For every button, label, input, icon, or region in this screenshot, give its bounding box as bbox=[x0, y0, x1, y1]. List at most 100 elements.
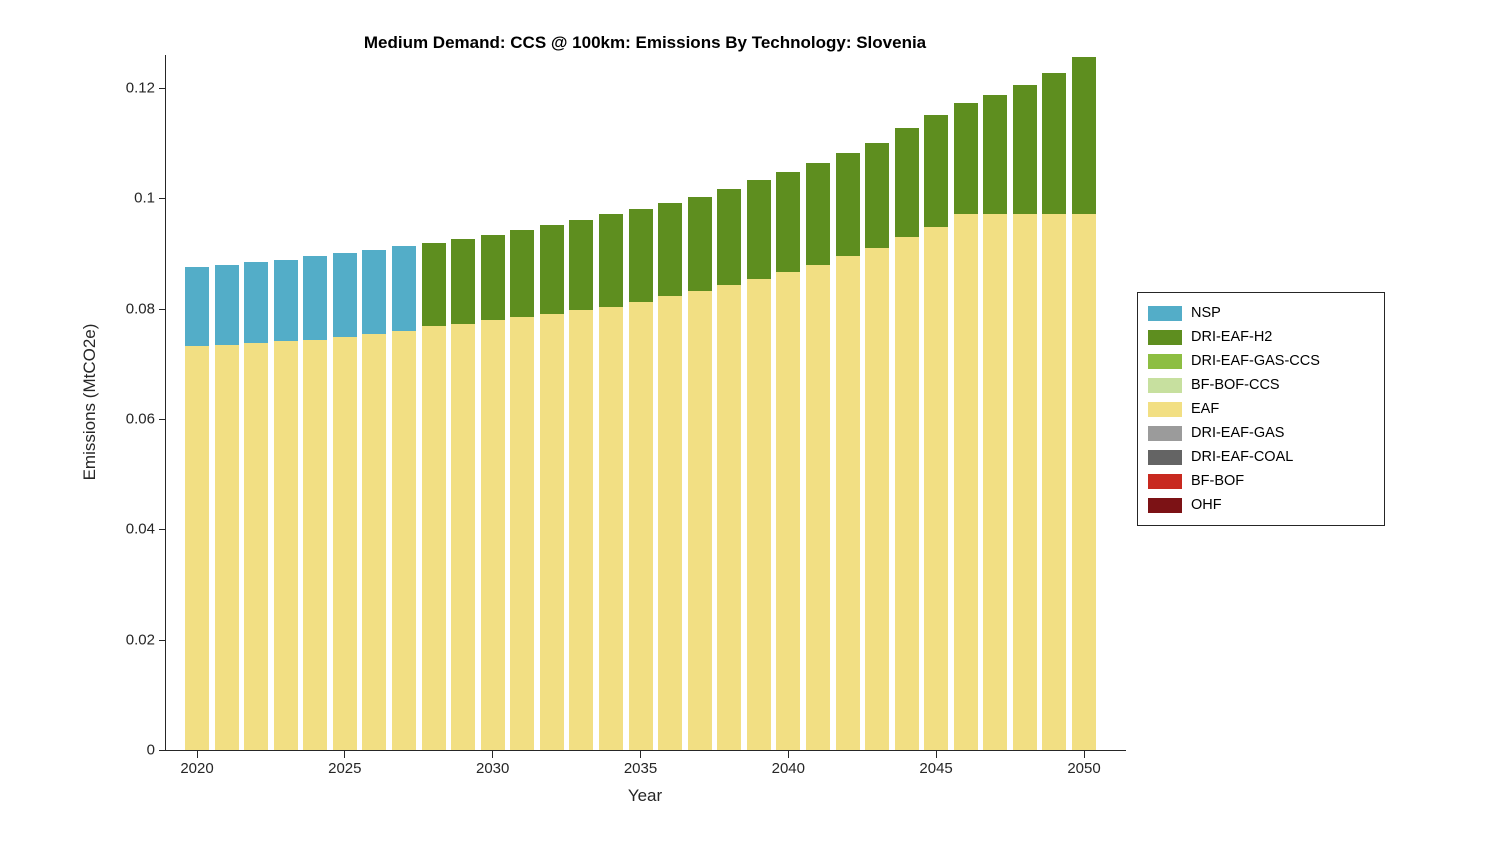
legend-item: OHF bbox=[1148, 493, 1374, 517]
bar-segment bbox=[569, 219, 594, 311]
legend-label: DRI-EAF-GAS-CCS bbox=[1191, 353, 1320, 369]
x-tick-label: 2030 bbox=[476, 760, 510, 777]
x-tick-label: 2035 bbox=[623, 760, 658, 777]
bar-segment bbox=[332, 337, 357, 750]
legend-label: DRI-EAF-GAS bbox=[1191, 425, 1285, 441]
legend-item: EAF bbox=[1148, 397, 1374, 421]
bar-segment bbox=[746, 180, 771, 279]
bar-segment bbox=[421, 326, 446, 750]
x-axis-label: Year bbox=[627, 786, 663, 805]
legend-item: DRI-EAF-COAL bbox=[1148, 445, 1374, 469]
legend-box: NSP DRI-EAF-H2 DRI-EAF-GAS-CCS BF-BOF-CCS EA… bbox=[1137, 292, 1385, 526]
bar-segment bbox=[273, 341, 298, 750]
legend-item: BF-BOF-CCS bbox=[1148, 373, 1374, 397]
bar-segment bbox=[598, 214, 623, 307]
legend-swatch bbox=[1148, 329, 1182, 345]
y-tick-mark bbox=[159, 639, 165, 641]
legend-label: BF-BOF bbox=[1191, 473, 1245, 489]
legend-label: NSP bbox=[1191, 305, 1221, 321]
bar-segment bbox=[658, 203, 683, 296]
legend-swatch bbox=[1148, 353, 1182, 369]
bar-segment bbox=[894, 127, 919, 237]
legend-item: DRI-EAF-H2 bbox=[1148, 325, 1374, 349]
bar-segment bbox=[894, 237, 919, 750]
bar-segment bbox=[1042, 73, 1067, 214]
bar-segment bbox=[1072, 213, 1096, 750]
bar-segment bbox=[776, 272, 801, 750]
legend-label: EAF bbox=[1191, 401, 1220, 417]
bar-segment bbox=[628, 301, 653, 750]
bar-segment bbox=[687, 290, 712, 750]
bar-segment bbox=[185, 346, 209, 750]
bar-segment bbox=[185, 267, 209, 347]
bar-segment bbox=[451, 238, 476, 324]
legend-item: BF-BOF bbox=[1148, 469, 1374, 493]
bar-segment bbox=[717, 285, 742, 750]
legend-swatch bbox=[1148, 425, 1182, 441]
legend-swatch bbox=[1148, 449, 1182, 465]
y-axis-label: Emissions (MtCO2e) bbox=[80, 323, 99, 481]
bar-segment bbox=[510, 317, 535, 750]
bar-segment bbox=[983, 213, 1008, 750]
chart-title: Medium Demand: CCS @ 100km: Emissions By… bbox=[363, 33, 927, 52]
legend-item: DRI-EAF-GAS bbox=[1148, 421, 1374, 445]
bar-segment bbox=[628, 208, 653, 302]
bar-segment bbox=[1012, 84, 1037, 214]
legend-label: OHF bbox=[1191, 497, 1222, 513]
bar-segment bbox=[244, 342, 269, 750]
y-tick-label: 0 bbox=[146, 741, 155, 759]
y-tick-label: 0.02 bbox=[125, 631, 155, 649]
bar-segment bbox=[924, 227, 949, 750]
bar-segment bbox=[480, 320, 505, 750]
x-tick-mark bbox=[640, 751, 641, 758]
y-tick-mark bbox=[159, 419, 165, 420]
x-tick-mark bbox=[1083, 751, 1085, 758]
legend-label: DRI-EAF-H2 bbox=[1191, 329, 1273, 345]
bar-segment bbox=[776, 171, 801, 273]
bar-segment bbox=[805, 265, 830, 750]
legend-label: BF-BOF-CCS bbox=[1191, 377, 1280, 393]
bar-segment bbox=[214, 265, 239, 345]
bar-segment bbox=[865, 248, 889, 750]
bar-segment bbox=[569, 310, 594, 750]
x-tick-label: 2045 bbox=[919, 760, 953, 777]
bar-segment bbox=[510, 230, 535, 317]
y-tick-mark bbox=[159, 88, 165, 90]
bar-segment bbox=[392, 330, 416, 750]
bar-segment bbox=[953, 213, 978, 750]
x-tick-label: 2020 bbox=[180, 760, 214, 777]
bar-segment bbox=[924, 115, 949, 228]
y-tick-mark bbox=[159, 308, 165, 310]
plot-area: 0 0.02 0.04 0.06 0.08 0.1 0.12 2020 2025 2030 2035… bbox=[126, 55, 1126, 777]
legend-item: NSP bbox=[1148, 301, 1374, 325]
bar-segment bbox=[480, 234, 505, 321]
bar-segment bbox=[835, 256, 860, 750]
x-tick-mark bbox=[787, 751, 789, 758]
bar-segment bbox=[244, 262, 269, 343]
bar-segment bbox=[1012, 213, 1037, 750]
bar-segment bbox=[805, 163, 830, 266]
x-tick-label: 2050 bbox=[1067, 760, 1101, 777]
legend-swatch bbox=[1148, 377, 1182, 393]
bar-segment bbox=[687, 196, 712, 291]
y-tick-label: 0.12 bbox=[125, 79, 155, 97]
bar-segment bbox=[835, 153, 860, 257]
bar-segment bbox=[539, 225, 564, 314]
bar-segment bbox=[362, 249, 387, 335]
y-tick-label: 0.08 bbox=[125, 300, 155, 318]
bar-segment bbox=[451, 323, 476, 750]
bar-segment bbox=[303, 339, 328, 750]
x-tick-mark bbox=[196, 751, 198, 758]
y-tick-label: 0.1 bbox=[134, 189, 155, 207]
bar-segment bbox=[658, 295, 683, 750]
bar-segment bbox=[717, 188, 742, 285]
bar-segment bbox=[1072, 57, 1096, 214]
x-tick-mark bbox=[935, 751, 937, 758]
legend-swatch bbox=[1148, 401, 1182, 417]
bar-segment bbox=[273, 259, 298, 342]
y-tick-label: 0.04 bbox=[125, 520, 155, 538]
bar-segment bbox=[421, 242, 446, 327]
bar-segment bbox=[539, 313, 564, 750]
bar-segment bbox=[746, 278, 771, 750]
